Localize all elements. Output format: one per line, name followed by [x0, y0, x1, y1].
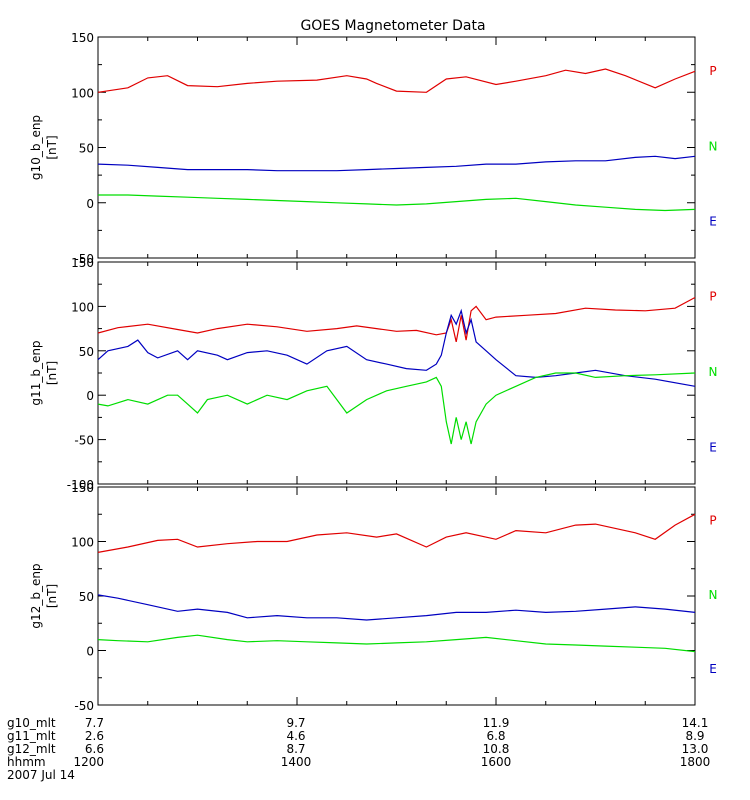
- series-line-P: [97, 513, 696, 553]
- panel-g11_b_enp: 150 100 50 0 -50 -100 g11_b_enp [nT] P N E: [29, 256, 717, 492]
- legend-label-N: N: [709, 139, 718, 153]
- legend-label-P: P: [709, 514, 716, 528]
- series-line-N: [97, 308, 696, 387]
- legend-label-N: N: [709, 588, 718, 602]
- footer-row-label-g10: g10_mlt: [7, 716, 56, 730]
- y-axis-units: [nT]: [45, 584, 59, 608]
- y-tick-label: -50: [74, 434, 94, 448]
- footer-row-label-g11: g11_mlt: [7, 729, 56, 743]
- y-tick-label: 100: [71, 536, 94, 550]
- footer-tick-label: 1600: [481, 755, 512, 769]
- legend-label-E: E: [709, 662, 717, 676]
- panel-g10_b_enp: 150 100 50 0 -50 g10_b_enp [nT] P N E: [29, 31, 717, 266]
- y-axis-units: [nT]: [45, 361, 59, 385]
- footer-tick-label: 6.6: [85, 742, 104, 756]
- series-line-E: [97, 372, 696, 445]
- footer-tick-label: 13.0: [682, 742, 709, 756]
- series-line-N: [97, 594, 696, 621]
- x-axis-footer: g10_mlt 7.7 9.7 11.9 14.1 g11_mlt 2.6 4.6 6.8 8.9…: [7, 716, 710, 782]
- footer-tick-label: 8.9: [685, 729, 704, 743]
- footer-tick-label: 1200: [73, 755, 104, 769]
- footer-tick-label: 1400: [281, 755, 312, 769]
- y-tick-label: 150: [71, 256, 94, 270]
- series-line-N: [97, 155, 696, 172]
- footer-tick-label: 10.8: [483, 742, 510, 756]
- series-line-P: [97, 296, 696, 343]
- y-tick-label: 0: [86, 197, 94, 211]
- footer-row-label-g12: g12_mlt: [7, 742, 56, 756]
- footer-row-label-hhmm: hhmm: [7, 755, 46, 769]
- footer-tick-label: 14.1: [682, 716, 709, 730]
- y-tick-label: 150: [71, 31, 94, 45]
- y-axis-label: g10_b_enp: [29, 115, 43, 180]
- panel-frame: [97, 261, 696, 485]
- y-tick-label: 50: [79, 142, 94, 156]
- y-axis-units: [nT]: [45, 135, 59, 159]
- y-tick-label: -50: [74, 252, 94, 266]
- footer-tick-label: 11.9: [483, 716, 510, 730]
- footer-tick-label: 6.8: [486, 729, 505, 743]
- y-tick-label: 0: [86, 645, 94, 659]
- series-line-E: [97, 634, 696, 653]
- legend-label-P: P: [709, 289, 716, 303]
- y-tick-label: 100: [71, 86, 94, 100]
- footer-tick-label: 4.6: [286, 729, 305, 743]
- footer-tick-label: 2.6: [85, 729, 104, 743]
- y-tick-label: 150: [71, 481, 94, 495]
- legend-label-P: P: [709, 64, 716, 78]
- footer-tick-label: 9.7: [286, 716, 305, 730]
- chart-title: GOES Magnetometer Data: [300, 18, 485, 34]
- series-line-E: [98, 194, 696, 212]
- y-tick-label: 50: [79, 345, 94, 359]
- y-axis-label: g12_b_enp: [29, 563, 43, 628]
- panel-frame: [97, 36, 696, 259]
- footer-tick-label: 7.7: [85, 716, 104, 730]
- date-label: 2007 Jul 14: [7, 768, 75, 782]
- y-tick-label: 50: [79, 590, 94, 604]
- legend-label-E: E: [709, 440, 717, 454]
- footer-tick-label: 8.7: [286, 742, 305, 756]
- y-tick-label: -50: [74, 699, 94, 713]
- series-line-P: [97, 68, 696, 93]
- y-axis-label: g11_b_enp: [29, 340, 43, 405]
- footer-tick-label: 1800: [680, 755, 711, 769]
- y-tick-label: 100: [71, 300, 94, 314]
- legend-label-N: N: [709, 365, 718, 379]
- panel-g12_b_enp: 150 100 50 0 -50 g12_b_enp [nT] P N E: [29, 481, 717, 713]
- y-tick-label: 0: [86, 389, 94, 403]
- y-tick-label: -100: [67, 478, 94, 492]
- panel-frame: [97, 486, 696, 706]
- legend-label-E: E: [709, 214, 717, 228]
